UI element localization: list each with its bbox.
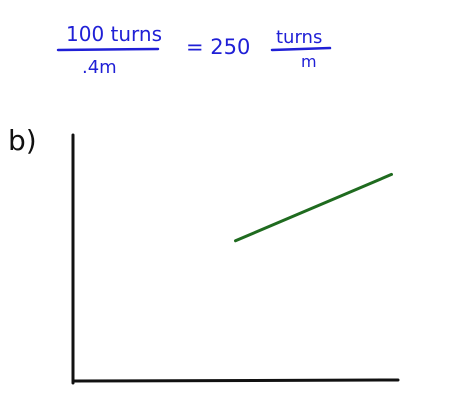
equation: 100 turns .4m = 250 turns m [56, 22, 332, 78]
part-label: b) [8, 124, 37, 157]
equation-result-value: = 250 [186, 35, 250, 59]
series-line-0 [234, 172, 393, 243]
equation-result-numerator: turns [276, 27, 322, 48]
series-layer [234, 172, 393, 243]
equation-denominator: .4m [82, 57, 117, 78]
equation-result-fraction-bar [270, 46, 332, 52]
chart [71, 133, 400, 385]
equation-fraction-bar [56, 47, 160, 52]
equation-numerator: 100 turns [66, 22, 162, 46]
equation-result-denominator: m [301, 52, 317, 71]
x-axis [71, 378, 400, 383]
